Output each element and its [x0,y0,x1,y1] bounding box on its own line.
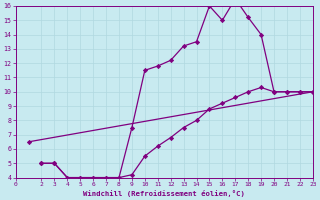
X-axis label: Windchill (Refroidissement éolien,°C): Windchill (Refroidissement éolien,°C) [83,190,245,197]
